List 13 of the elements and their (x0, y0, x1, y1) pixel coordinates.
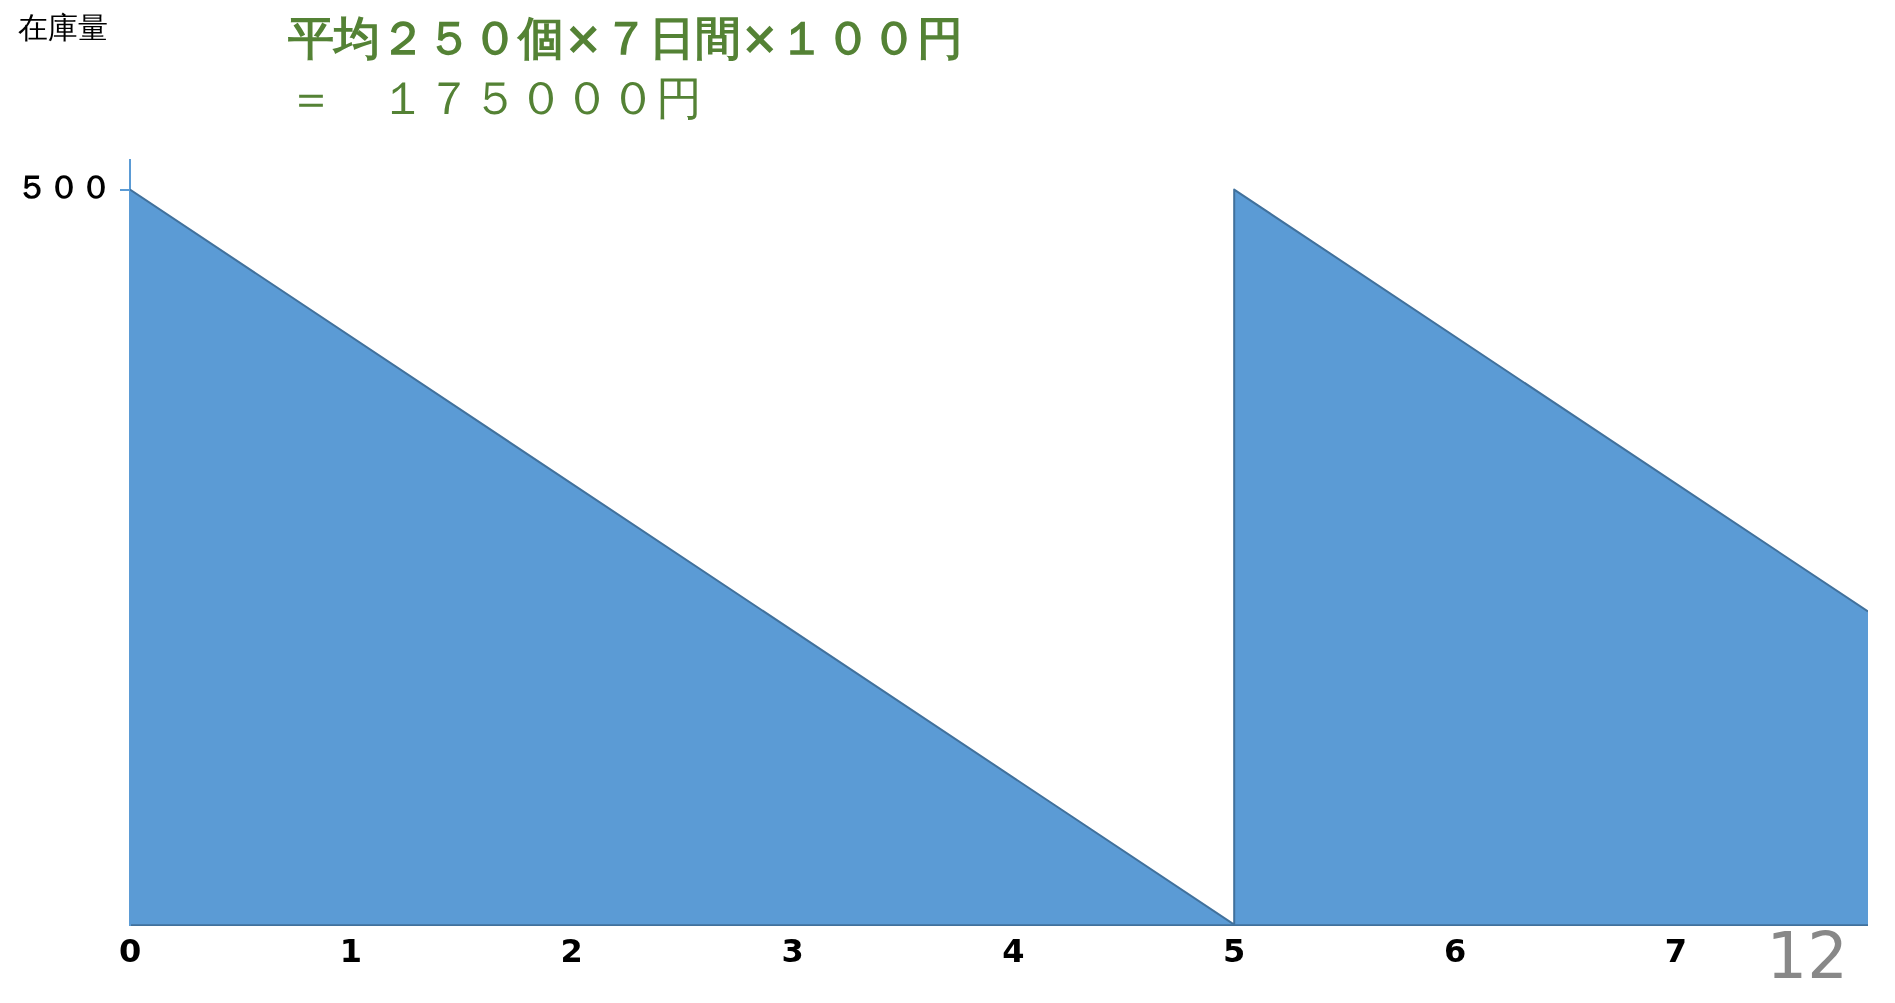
y-tick-label: ５００ (16, 167, 112, 206)
x-tick-label: 5 (1223, 932, 1246, 971)
x-tick-label: 4 (1002, 932, 1025, 971)
x-tick-label: 1 (339, 932, 362, 971)
y-axis-title: 在庫量 (18, 9, 108, 47)
x-tick-label: 0 (118, 932, 142, 971)
annotation: 12 (1766, 919, 1848, 993)
x-tick-label: 7 (1664, 932, 1687, 971)
x-tick-label: 3 (781, 932, 804, 971)
x-tick-label: 2 (560, 932, 583, 971)
x-tick-label: 6 (1443, 932, 1467, 971)
chart-subtitle: ＝ １７５０００円 (288, 70, 703, 127)
chart-title: 平均２５０個×７日間×１００円 (288, 10, 964, 67)
